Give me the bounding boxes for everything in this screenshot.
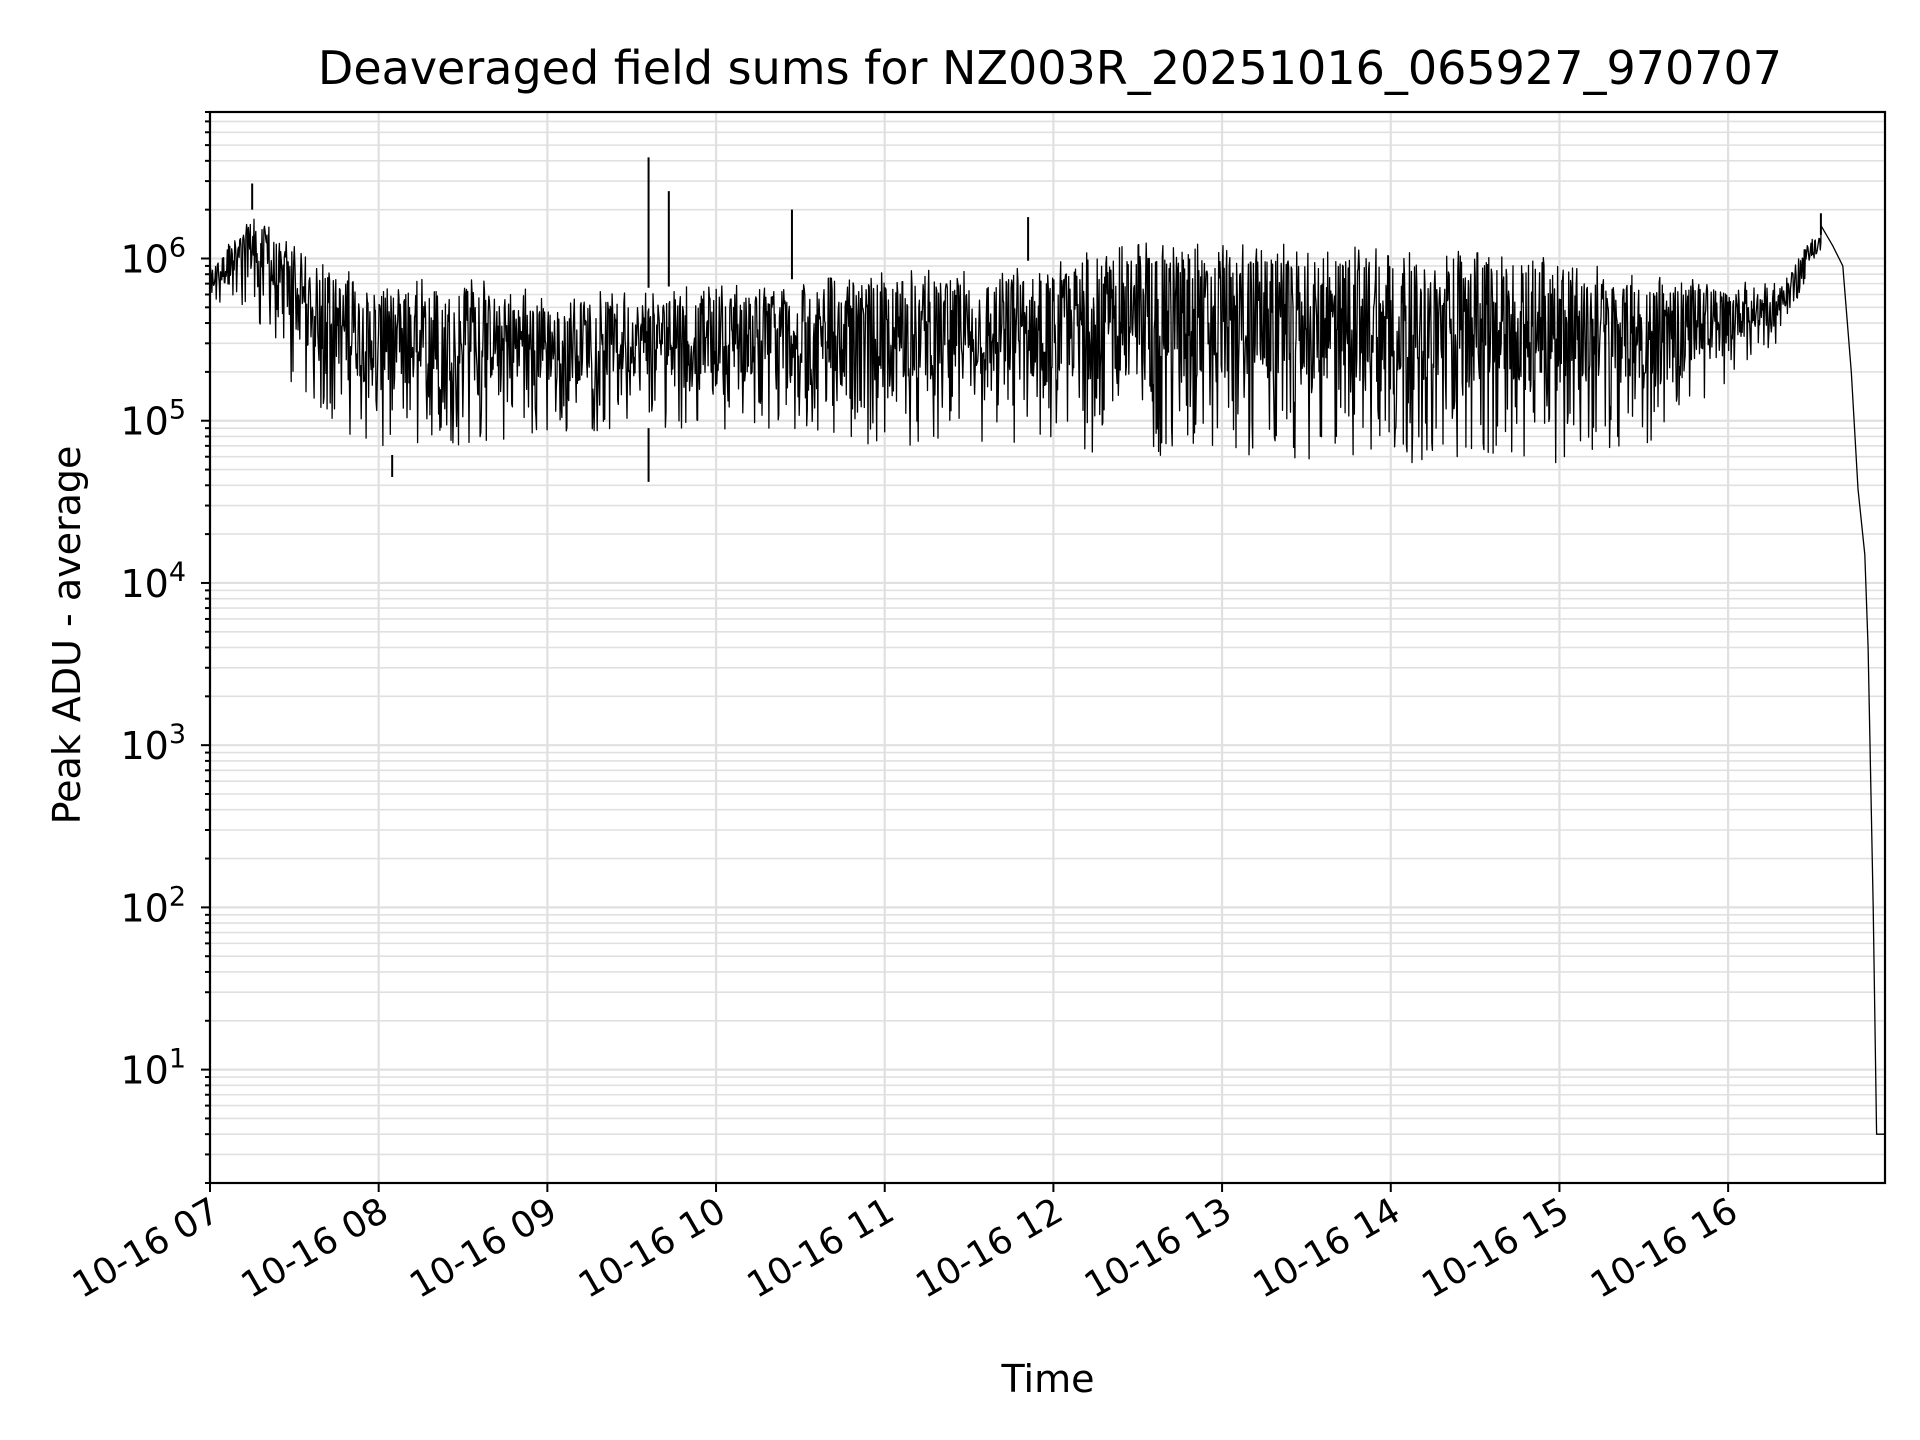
x-axis-label: Time	[1001, 1357, 1095, 1401]
y-tick-label: 101	[120, 1044, 186, 1093]
grid	[208, 111, 1885, 1184]
chart-title: Deaveraged field sums for NZ003R_2025101…	[318, 41, 1782, 95]
y-tick-label: 106	[120, 233, 186, 282]
y-axis-label: Peak ADU - average	[45, 446, 89, 825]
y-tick-label: 103	[120, 719, 186, 768]
y-tick-label: 102	[120, 881, 186, 930]
y-tick-label: 105	[120, 395, 186, 444]
data-line	[209, 218, 1885, 1135]
y-tick-label: 104	[120, 557, 186, 606]
